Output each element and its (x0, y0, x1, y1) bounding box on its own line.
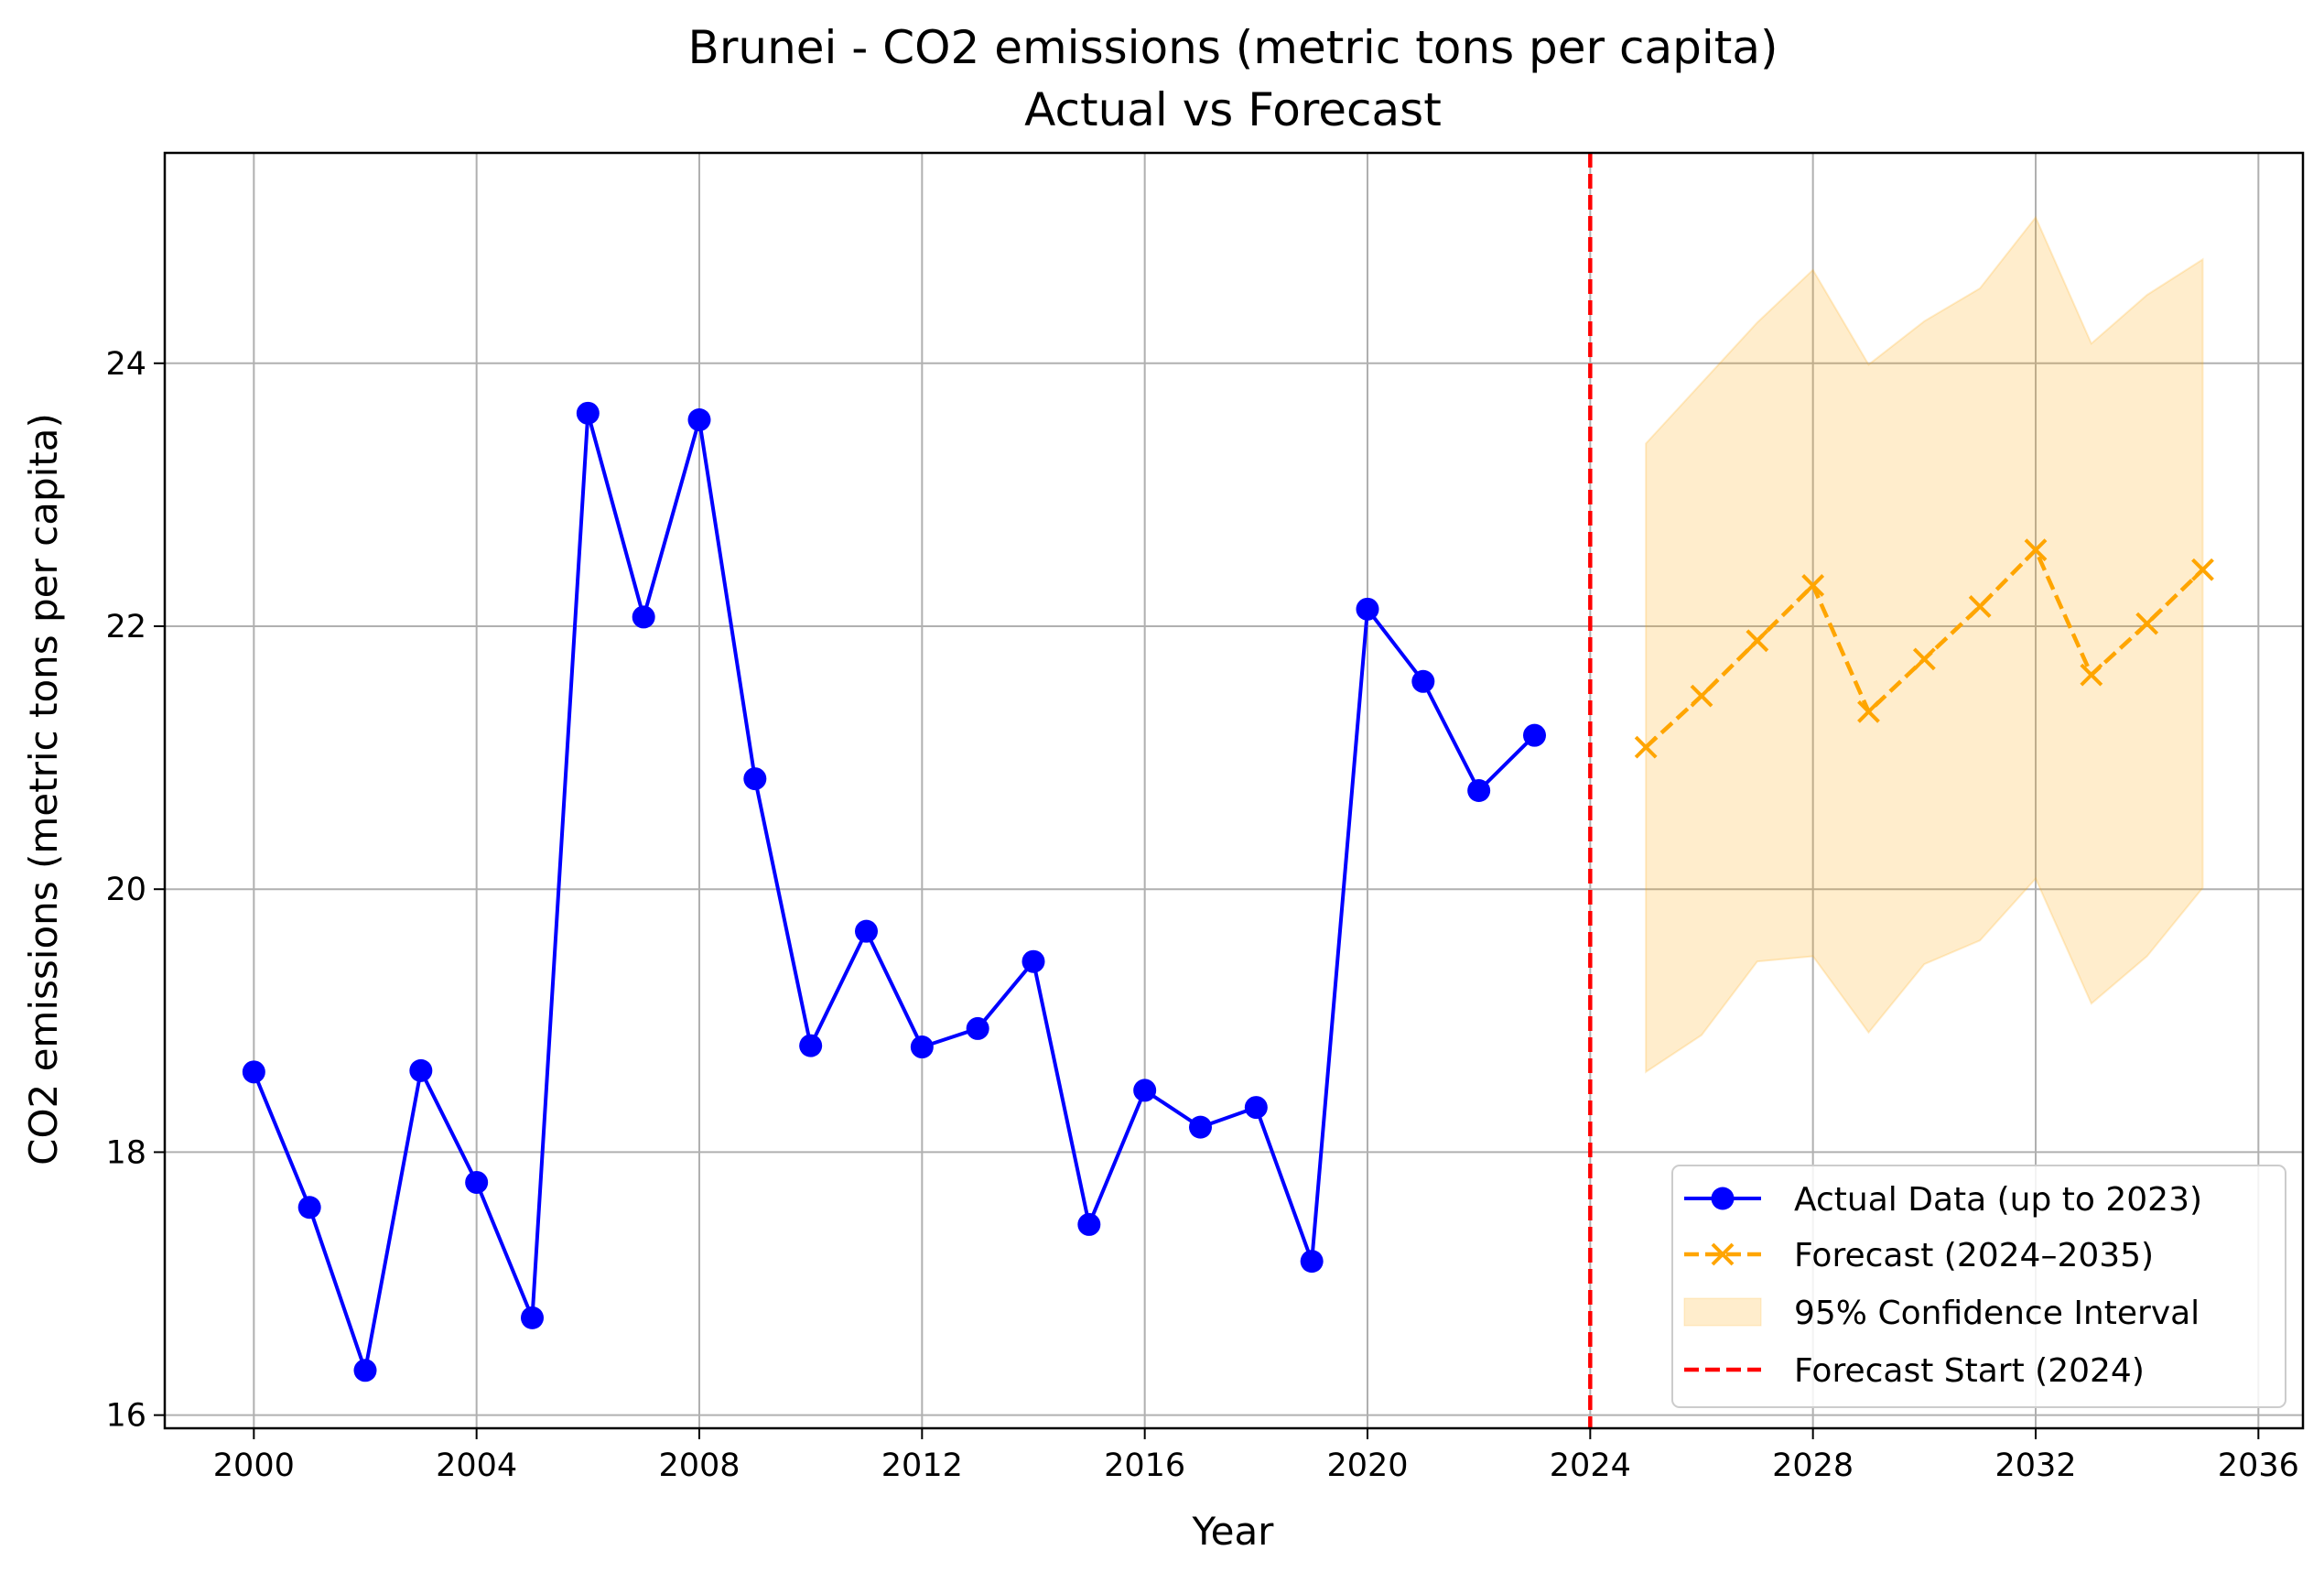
actual-point (409, 1058, 433, 1082)
actual-point (1411, 669, 1435, 693)
legend-label: Forecast Start (2024) (1794, 1352, 2145, 1390)
forecast-point (1968, 595, 1992, 618)
plot-frame (163, 151, 2305, 1430)
chart-subtitle: Actual vs Forecast (1024, 83, 1442, 136)
confidence-interval-area (1645, 215, 2204, 1074)
forecast-point (2024, 538, 2048, 562)
actual-point (1356, 597, 1379, 621)
forecast-point (2080, 663, 2103, 687)
y-axis-label: CO2 emissions (metric tons per capita) (21, 413, 66, 1165)
x-axis-label: Year (1192, 1509, 1275, 1554)
actual-line (252, 411, 1536, 1372)
legend-item-ci: 95% Confidence Interval (1683, 1295, 2200, 1332)
actual-point (576, 401, 600, 425)
actual-point (1189, 1115, 1212, 1139)
x-tick-label: 2016 (1104, 1447, 1185, 1484)
x-tick-label: 2020 (1326, 1447, 1408, 1484)
confidence-interval-band (1645, 215, 2204, 1074)
y-tick-label: 16 (105, 1398, 146, 1435)
actual-point (242, 1060, 265, 1084)
x-tick-label: 2008 (658, 1447, 740, 1484)
legend-box (1671, 1165, 2286, 1408)
actual-point (1523, 723, 1546, 747)
actual-point (966, 1016, 989, 1040)
y-tick-label: 24 (105, 346, 146, 383)
actual-point (353, 1359, 377, 1382)
x-tick-label: 2028 (1772, 1447, 1854, 1484)
x-tick-label: 2036 (2218, 1447, 2299, 1484)
x-tick-label: 2012 (881, 1447, 963, 1484)
actual-point (855, 919, 878, 943)
legend: Actual Data (up to 2023) Forecast (2024–2… (1671, 1165, 2286, 1408)
legend-label: 95% Confidence Interval (1794, 1295, 2200, 1332)
forecast-point (1634, 735, 1658, 759)
actual-point (297, 1196, 321, 1220)
forecast-point (1690, 684, 1713, 708)
actual-point (687, 408, 711, 432)
forecast-point (1801, 574, 1825, 597)
actual-point (521, 1306, 544, 1329)
actual-point (1300, 1250, 1324, 1274)
forecast-point (1746, 629, 1769, 653)
actual-point (1244, 1096, 1268, 1120)
actual-point (1467, 779, 1491, 802)
actual-point (799, 1034, 823, 1057)
y-tick-label: 22 (105, 609, 146, 645)
grid (165, 153, 2303, 1428)
x-tick-label: 2032 (1994, 1447, 2076, 1484)
forecast-point (2135, 612, 2159, 635)
forecast-series (1634, 538, 2214, 759)
actual-point (465, 1170, 489, 1194)
actual-point (743, 767, 767, 791)
x-tick-label: 2024 (1550, 1447, 1631, 1484)
legend-item-forecast-start: Forecast Start (2024) (1684, 1352, 2145, 1390)
actual-point (1021, 949, 1045, 973)
forecast-point (2191, 558, 2214, 581)
forecast-point (1857, 699, 1880, 723)
forecast-point (1912, 647, 1936, 671)
x-tick-label: 2004 (436, 1447, 517, 1484)
actual-point (1077, 1212, 1101, 1236)
actual-point (910, 1035, 934, 1059)
actual-series (242, 401, 1546, 1382)
y-axis-ticks: 16 18 20 22 24 (105, 346, 165, 1435)
chart-title: Brunei - CO2 emissions (metric tons per … (688, 21, 1778, 74)
legend-item-forecast: Forecast (2024–2035) (1684, 1237, 2154, 1274)
actual-point (1133, 1079, 1157, 1102)
legend-item-actual: Actual Data (up to 2023) (1684, 1181, 2202, 1219)
legend-label: Forecast (2024–2035) (1794, 1237, 2154, 1274)
actual-point (632, 605, 655, 629)
y-tick-label: 18 (105, 1134, 146, 1171)
legend-label: Actual Data (up to 2023) (1794, 1181, 2202, 1219)
x-tick-label: 2000 (213, 1447, 295, 1484)
y-tick-label: 20 (105, 872, 146, 908)
x-axis-ticks: 2000 2004 2008 2012 2016 2020 2024 2028 2032 2036 (213, 1428, 2299, 1484)
